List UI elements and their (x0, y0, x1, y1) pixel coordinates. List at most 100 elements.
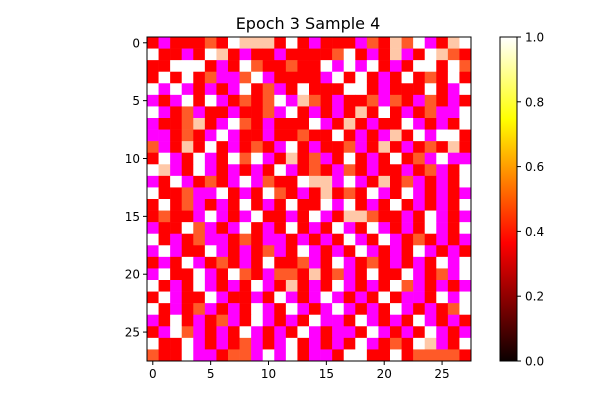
colorbar-gradient (499, 36, 518, 362)
heatmap-cell (170, 280, 183, 292)
heatmap-cell (459, 256, 472, 269)
heatmap-cell (309, 48, 321, 61)
heatmap-cell (204, 175, 217, 188)
heatmap-cell (413, 71, 426, 84)
heatmap-cell (343, 280, 356, 292)
heatmap-cell (158, 94, 171, 107)
colorbar-tick-label: 0.6 (525, 160, 544, 174)
heatmap-cell (285, 210, 298, 223)
heatmap-cell (239, 233, 252, 246)
heatmap-cell (320, 337, 333, 350)
colorbar-ticks: 0.0 0.2 0.4 0.6 0.8 1.0 (517, 31, 544, 369)
heatmap-cell (378, 303, 391, 316)
heatmap-cell (332, 164, 345, 177)
heatmap-cell (436, 222, 449, 235)
heatmap-cell (193, 222, 206, 235)
heatmap-cell (239, 106, 252, 119)
heatmap-cell (262, 303, 275, 316)
heatmap-cell (355, 210, 368, 223)
heatmap-cell (447, 291, 460, 304)
heatmap-cell (297, 256, 310, 269)
heatmap-cell (204, 164, 217, 177)
heatmap-cell (158, 245, 171, 258)
colorbar-tick-label: 0.4 (525, 225, 544, 239)
heatmap-cell (147, 233, 159, 246)
heatmap-cell (413, 337, 426, 350)
heatmap-cell (390, 129, 402, 142)
heatmap-cell (366, 129, 379, 142)
heatmap-cell (343, 199, 356, 211)
heatmap-cell (378, 337, 391, 350)
heatmap-cell (181, 83, 194, 96)
heatmap-cell (228, 337, 240, 350)
heatmap-cell (285, 129, 298, 142)
plot-frame (146, 36, 472, 362)
heatmap-cell (459, 187, 472, 200)
heatmap-cell (147, 129, 159, 142)
heatmap-cell (378, 349, 391, 362)
heatmap-cell (239, 141, 252, 154)
heatmap-cell (181, 164, 194, 177)
heatmap-cell (193, 152, 206, 165)
heatmap-cell (459, 106, 472, 119)
heatmap-cell (262, 187, 275, 200)
heatmap-cell (170, 141, 183, 154)
heatmap-cell (447, 129, 460, 142)
heatmap-cell (262, 233, 275, 246)
heatmap-cell (343, 187, 356, 200)
x-tick-label: 5 (207, 367, 215, 381)
heatmap-cell (309, 141, 321, 154)
heatmap-cell (239, 291, 252, 304)
heatmap-cell (366, 256, 379, 269)
heatmap-cell (193, 129, 206, 142)
heatmap-cell (424, 164, 437, 177)
heatmap-cell (436, 187, 449, 200)
heatmap-cell (390, 256, 402, 269)
heatmap-cell (309, 256, 321, 269)
heatmap-cell (251, 210, 264, 223)
heatmap-cell (320, 291, 333, 304)
heatmap-cell (436, 245, 449, 258)
heatmap-cell (285, 222, 298, 235)
heatmap-cell (239, 187, 252, 200)
heatmap-cell (343, 337, 356, 350)
heatmap-cell (274, 303, 287, 316)
heatmap-cell (181, 152, 194, 165)
heatmap-cell (343, 48, 356, 61)
heatmap-cell (378, 199, 391, 211)
heatmap-cell (378, 222, 391, 235)
heatmap-cell (366, 141, 379, 154)
heatmap-cell (228, 349, 240, 362)
heatmap-cell (447, 233, 460, 246)
heatmap-cell (447, 175, 460, 188)
heatmap-cell (262, 222, 275, 235)
heatmap-cell (181, 106, 194, 119)
heatmap-cell (355, 303, 368, 316)
heatmap-cell (424, 245, 437, 258)
heatmap-cell (355, 326, 368, 339)
heatmap-cell (158, 280, 171, 292)
heatmap-cell (366, 233, 379, 246)
heatmap-cell (251, 129, 264, 142)
heatmap-cell (355, 118, 368, 130)
heatmap-cell (401, 222, 414, 235)
heatmap-cell (401, 60, 414, 73)
heatmap-cell (401, 37, 414, 49)
heatmap-cell (216, 326, 229, 339)
heatmap-cell (355, 349, 368, 362)
heatmap-cell (366, 314, 379, 327)
heatmap-cell (158, 175, 171, 188)
heatmap-cell (332, 349, 345, 362)
heatmap-cell (332, 71, 345, 84)
heatmap-cell (170, 71, 183, 84)
heatmap-cell (309, 118, 321, 130)
heatmap-cell (251, 303, 264, 316)
heatmap-cell (390, 106, 402, 119)
heatmap-cell (147, 326, 159, 339)
heatmap-cell (193, 210, 206, 223)
heatmap-cell (401, 187, 414, 200)
heatmap-cell (274, 291, 287, 304)
heatmap-cell (447, 48, 460, 61)
heatmap-cell (216, 303, 229, 316)
heatmap-cell (228, 83, 240, 96)
